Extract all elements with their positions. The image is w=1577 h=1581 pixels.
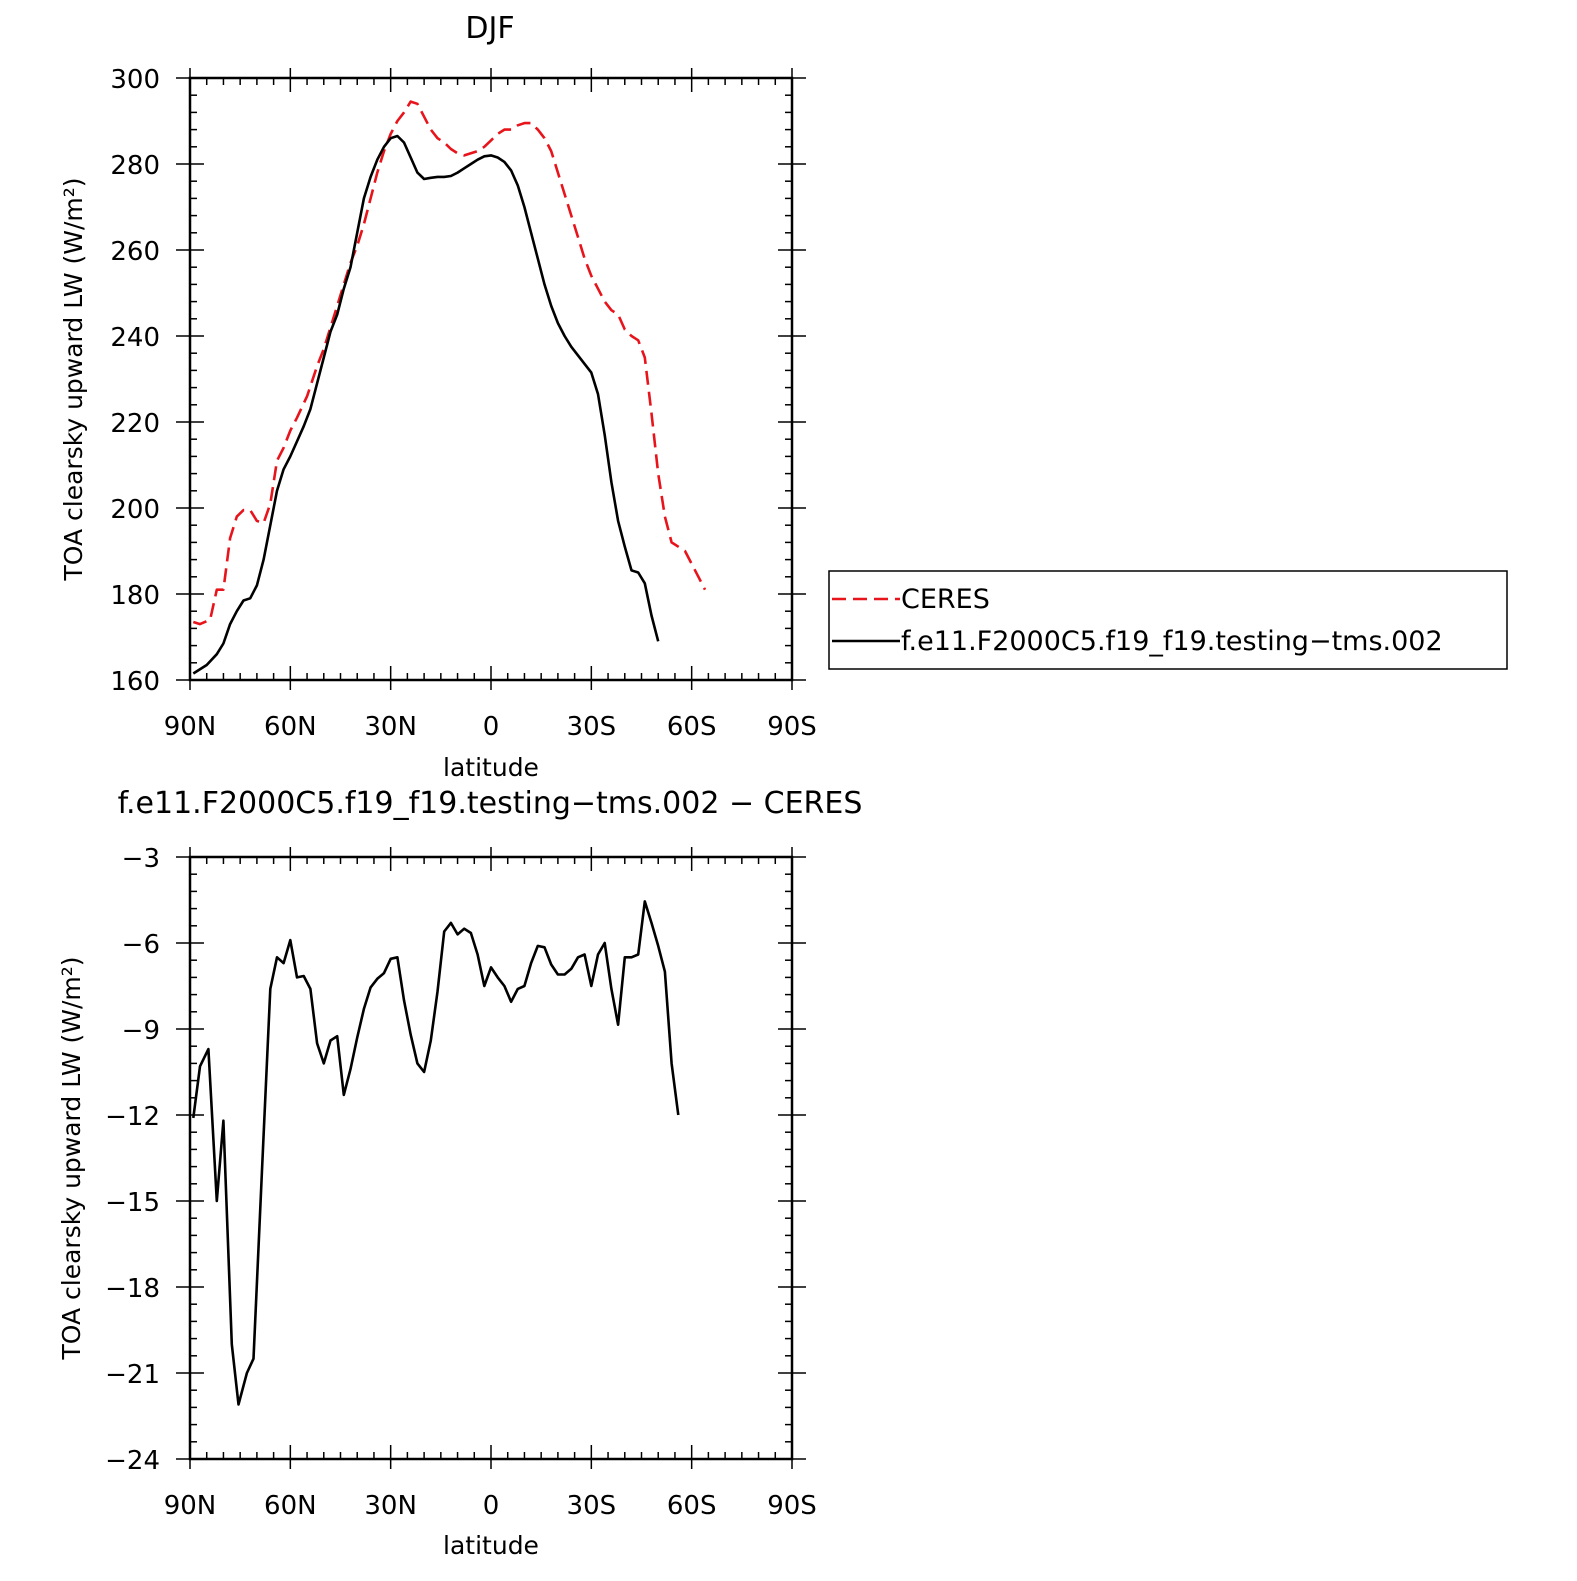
- x-tick-label: 60N: [264, 712, 317, 742]
- bottom-y-axis-label: TOA clearsky upward LW (W/m²): [57, 956, 86, 1360]
- top-tick-labels: 90N 60N 30N 0 30S 60S 90S 160 180 200 220 240 260 280…: [110, 65, 816, 742]
- x-tick-label: 90N: [164, 712, 217, 742]
- y-tick-label: 220: [110, 409, 160, 439]
- legend-label-ceres: CERES: [901, 584, 990, 615]
- top-panel: DJF 90N 60N 30N 0 30S 60S 90S 160 180 200 220 240 26…: [59, 11, 1508, 782]
- x-tick-label: 60S: [667, 712, 717, 742]
- y-tick-label: −12: [105, 1102, 160, 1132]
- x-tick-label: 30N: [364, 712, 417, 742]
- x-tick-label: 30S: [567, 1491, 617, 1521]
- y-tick-label: −3: [122, 844, 160, 874]
- bottom-plot-frame: [188, 855, 794, 1461]
- bottom-series-lines: [192, 900, 680, 1406]
- y-tick-label: 300: [110, 65, 160, 95]
- y-tick-label: 240: [110, 323, 160, 353]
- y-tick-label: 180: [110, 581, 160, 611]
- top-plot-frame: [188, 76, 794, 682]
- y-tick-label: −9: [122, 1016, 160, 1046]
- y-tick-label: −24: [105, 1446, 160, 1476]
- x-tick-label: 90S: [767, 1491, 817, 1521]
- y-tick-label: −6: [122, 930, 160, 960]
- bottom-tick-labels: 90N 60N 30N 0 30S 60S 90S −24 −21 −18 −15 −12 −9 −6 −3: [105, 844, 817, 1521]
- top-series-lines: [192, 100, 707, 675]
- y-tick-label: 160: [110, 667, 160, 697]
- x-tick-label: 30N: [364, 1491, 417, 1521]
- top-axis-ticks: [176, 68, 806, 690]
- y-tick-label: 280: [110, 151, 160, 181]
- series-line-0-0: [192, 100, 707, 626]
- bottom-x-axis-label: latitude: [443, 1531, 539, 1560]
- x-tick-label: 30S: [567, 712, 617, 742]
- top-y-axis-label: TOA clearsky upward LW (W/m²): [59, 177, 88, 581]
- x-tick-label: 0: [483, 1491, 500, 1521]
- top-chart-title: DJF: [465, 11, 514, 46]
- x-tick-label: 0: [483, 712, 500, 742]
- y-tick-label: −18: [105, 1274, 160, 1304]
- x-tick-label: 60S: [667, 1491, 717, 1521]
- y-tick-label: 260: [110, 237, 160, 267]
- legend: CERES f.e11.F2000C5.f19_f19.testing−tms.…: [828, 570, 1508, 670]
- top-x-axis-label: latitude: [443, 753, 539, 782]
- series-line-1-0: [192, 900, 680, 1406]
- x-tick-label: 90S: [767, 712, 817, 742]
- y-tick-label: 200: [110, 495, 160, 525]
- bottom-axis-ticks: [176, 847, 806, 1469]
- bottom-panel: f.e11.F2000C5.f19_f19.testing−tms.002 − …: [57, 786, 862, 1560]
- legend-box: [828, 570, 1508, 670]
- x-tick-label: 90N: [164, 1491, 217, 1521]
- legend-label-model: f.e11.F2000C5.f19_f19.testing−tms.002: [901, 626, 1443, 657]
- y-tick-label: −21: [105, 1360, 160, 1390]
- y-tick-label: −15: [105, 1188, 160, 1218]
- bottom-chart-title: f.e11.F2000C5.f19_f19.testing−tms.002 − …: [118, 786, 863, 821]
- x-tick-label: 60N: [264, 1491, 317, 1521]
- series-line-0-1: [192, 134, 660, 675]
